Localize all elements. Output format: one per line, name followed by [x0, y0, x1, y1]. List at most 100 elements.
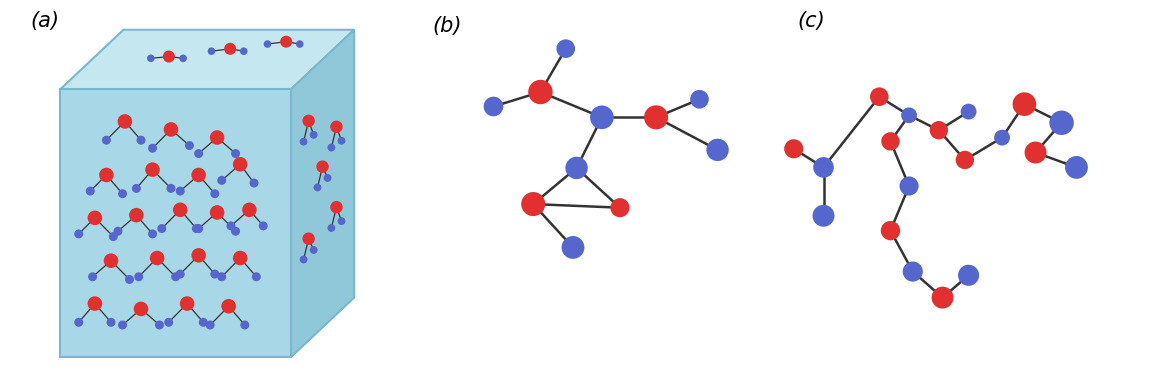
Point	[205, 191, 224, 197]
Point	[83, 274, 101, 280]
Point	[153, 225, 171, 231]
Point	[202, 48, 220, 54]
Point	[219, 303, 238, 309]
Point	[290, 41, 309, 47]
Point	[870, 94, 888, 100]
Point	[484, 103, 503, 109]
Point	[567, 165, 585, 171]
Point	[322, 145, 340, 151]
Point	[174, 55, 192, 61]
Point	[226, 228, 245, 234]
Point	[294, 139, 312, 145]
Point	[300, 118, 318, 124]
Point	[592, 114, 611, 120]
Point	[222, 223, 240, 229]
Text: (b): (b)	[431, 16, 462, 36]
Point	[201, 322, 219, 328]
Point	[234, 48, 253, 54]
Point	[101, 258, 120, 264]
Point	[160, 54, 178, 60]
Point	[162, 185, 181, 191]
Point	[900, 183, 919, 189]
Point	[187, 225, 205, 231]
Point	[647, 114, 666, 120]
Point	[785, 146, 803, 152]
Point	[245, 180, 264, 186]
Point	[212, 274, 231, 280]
Point	[563, 244, 582, 250]
Text: (c): (c)	[798, 11, 826, 31]
Point	[70, 231, 89, 237]
Point	[208, 135, 226, 141]
Point	[247, 274, 266, 280]
Point	[300, 236, 318, 242]
Point	[933, 295, 951, 301]
Point	[70, 319, 89, 325]
Point	[240, 207, 259, 213]
Point	[115, 118, 134, 124]
Point	[328, 204, 346, 210]
Point	[148, 255, 167, 261]
Point	[194, 319, 212, 325]
Point	[258, 41, 276, 47]
Text: (a): (a)	[30, 11, 59, 31]
Point	[900, 112, 919, 118]
Point	[814, 164, 833, 170]
Point	[205, 271, 224, 277]
Point	[332, 218, 351, 224]
Point	[104, 234, 122, 240]
Point	[960, 272, 978, 278]
Point	[85, 301, 104, 307]
Point	[690, 96, 709, 102]
Point	[127, 212, 146, 218]
Point	[708, 147, 726, 153]
Point	[120, 276, 139, 282]
Point	[97, 172, 115, 178]
Point	[960, 109, 978, 115]
Point	[304, 132, 323, 138]
Point	[231, 161, 250, 167]
Point	[226, 151, 245, 157]
Point	[101, 319, 120, 325]
Point	[956, 157, 975, 163]
Point	[108, 228, 127, 234]
Point	[328, 124, 346, 130]
Point	[1016, 101, 1034, 107]
Point	[611, 205, 630, 211]
Point	[129, 274, 148, 280]
Point	[1026, 150, 1045, 155]
Point	[814, 213, 833, 219]
Point	[318, 175, 337, 181]
Point	[171, 207, 190, 213]
Point	[1067, 164, 1086, 170]
Point	[220, 46, 239, 52]
Point	[150, 322, 169, 328]
Point	[881, 138, 900, 144]
Point	[992, 135, 1011, 141]
Point	[171, 271, 190, 277]
Point	[189, 252, 208, 258]
Point	[80, 188, 99, 194]
Point	[160, 319, 178, 325]
Point	[236, 322, 254, 328]
Point	[929, 127, 948, 133]
Point	[314, 164, 332, 170]
Point	[177, 301, 196, 307]
Point	[143, 231, 162, 237]
Point	[254, 223, 273, 229]
Point	[904, 269, 922, 275]
Point	[162, 126, 181, 132]
Polygon shape	[61, 89, 290, 357]
Point	[113, 191, 132, 197]
Point	[556, 46, 575, 52]
Point	[132, 137, 150, 143]
Point	[189, 172, 208, 178]
Point	[332, 138, 351, 144]
Point	[97, 137, 115, 143]
Point	[532, 89, 550, 95]
Point	[132, 306, 150, 312]
Point	[127, 185, 146, 191]
Point	[167, 274, 185, 280]
Point	[171, 188, 190, 194]
Point	[524, 201, 542, 207]
